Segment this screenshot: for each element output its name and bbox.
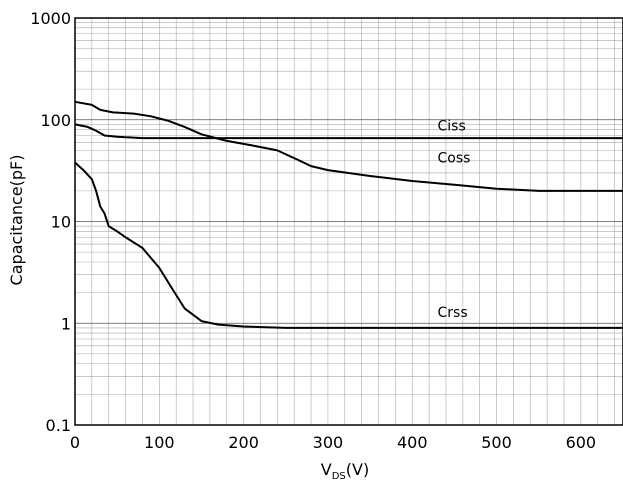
curves [74,100,623,329]
curve-label-ciss: Ciss [438,119,466,135]
x-tick-label: 400 [397,433,428,452]
y-axis-label: Capacitance(pF) [7,155,26,286]
x-tick-labels: 0 100 200 300 400 500 600 [70,433,596,452]
y-tick-label: 1000 [30,9,71,28]
x-tick-label: 100 [144,433,175,452]
x-axis-label-main: V [321,460,332,479]
curve-labels: Ciss Coss Crss [438,119,471,321]
x-tick-label: 0 [70,433,80,452]
grid [75,17,623,426]
x-tick-label: 300 [313,433,344,452]
y-tick-label: 100 [40,111,71,130]
curve-ciss [74,123,623,140]
y-tick-labels: 0.1 1 10 100 1000 [30,9,71,435]
x-tick-label: 600 [566,433,597,452]
curve-crss [74,161,623,329]
curve-coss [74,100,623,192]
plot-frame [74,17,623,426]
curve-label-crss: Crss [438,305,468,321]
y-tick-label: 1 [61,314,71,333]
y-tick-label: 10 [51,213,71,232]
x-axis-label-unit: (V) [346,460,369,479]
x-axis-label: VDS(V) [321,460,369,482]
curve-label-coss: Coss [438,151,471,167]
x-tick-label: 200 [228,433,259,452]
x-tick-label: 500 [481,433,512,452]
y-tick-label: 0.1 [46,416,71,435]
x-axis-label-sub: DS [332,471,346,482]
